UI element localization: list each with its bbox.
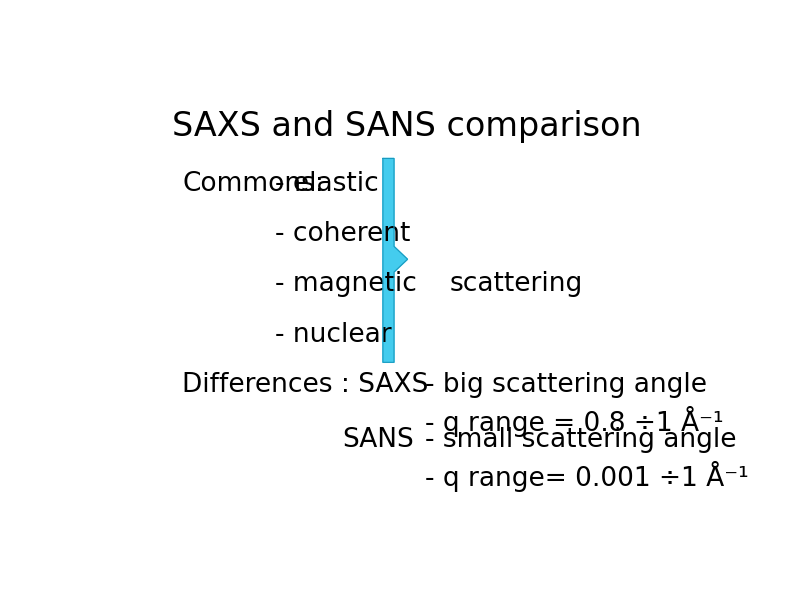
Text: SANS: SANS [342,427,414,453]
Text: - nuclear: - nuclear [275,322,391,348]
Text: scattering: scattering [450,271,584,298]
Text: Commons:: Commons: [183,171,324,196]
Text: - q range = 0.8 ÷1 Å⁻¹: - q range = 0.8 ÷1 Å⁻¹ [426,406,724,437]
Polygon shape [383,158,407,362]
Text: SAXS and SANS comparison: SAXS and SANS comparison [172,110,642,143]
Text: - q range= 0.001 ÷1 Å⁻¹: - q range= 0.001 ÷1 Å⁻¹ [426,461,749,493]
Text: - magnetic: - magnetic [275,271,417,298]
Text: Differences : SAXS: Differences : SAXS [183,372,429,398]
Text: - coherent: - coherent [275,221,410,247]
Text: - elastic: - elastic [275,171,379,196]
Text: - big scattering angle: - big scattering angle [426,372,707,398]
Text: - small scattering angle: - small scattering angle [426,427,737,453]
